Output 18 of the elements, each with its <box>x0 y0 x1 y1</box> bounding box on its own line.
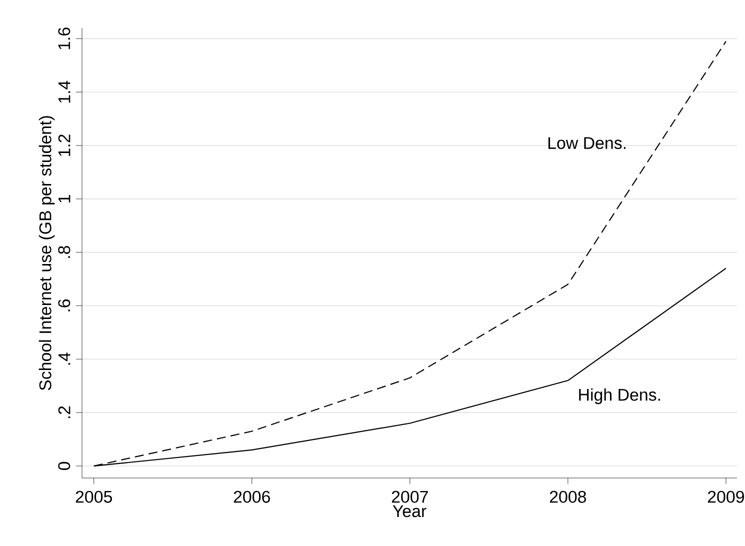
y-tick-label: 1.2 <box>58 134 70 156</box>
y-tick-label: 1 <box>58 195 70 202</box>
x-tick-label: 2008 <box>550 490 586 503</box>
y-tick-label: .6 <box>58 299 70 312</box>
y-tick-label: .4 <box>58 352 70 365</box>
y-tick-label: .2 <box>58 406 70 418</box>
series-label: Low Dens. <box>548 137 626 150</box>
x-tick-label: 2006 <box>234 490 270 503</box>
x-tick-label: 2005 <box>76 490 112 503</box>
y-axis-title: School Internet use (GB per student) <box>38 116 55 390</box>
x-axis-title: Year <box>392 505 426 518</box>
y-tick-label: .8 <box>58 246 70 258</box>
y-tick-label: 1.4 <box>58 80 70 103</box>
series-label: High Dens. <box>579 388 660 404</box>
x-tick-label: 2007 <box>392 490 428 503</box>
y-tick-label: 0 <box>58 462 70 470</box>
y-tick-label: 1.6 <box>58 28 70 50</box>
x-tick-label: 2009 <box>708 490 744 503</box>
